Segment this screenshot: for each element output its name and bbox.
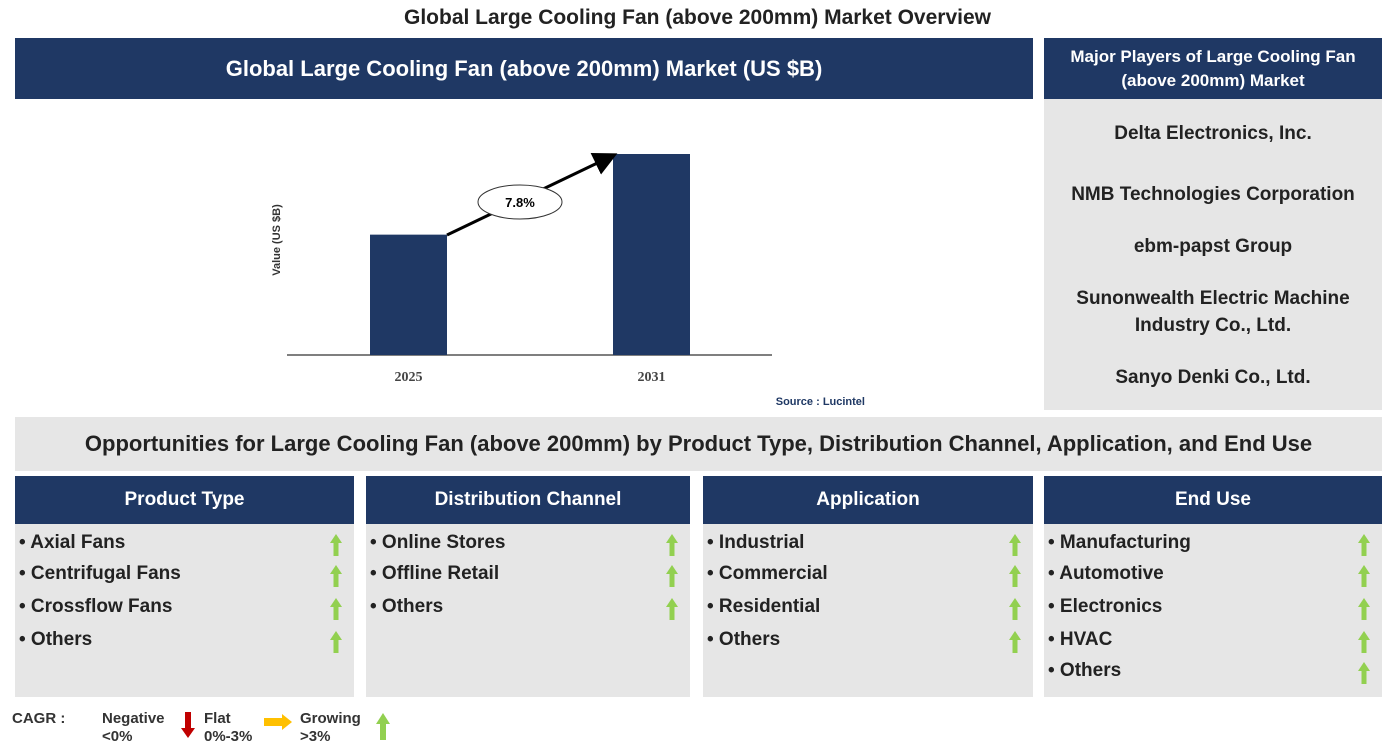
legend-flat: Flat xyxy=(204,710,231,727)
arrow-up-icon xyxy=(376,713,390,740)
segment-item: • Others xyxy=(707,629,1033,659)
segment-item-label: • HVAC xyxy=(1048,629,1113,650)
segment-item: • Online Stores xyxy=(370,532,690,562)
player: Delta Electronics, Inc. xyxy=(1114,123,1312,144)
arrow-up-icon xyxy=(1009,534,1021,556)
arrow-up-icon xyxy=(1358,662,1370,684)
chart-header: Global Large Cooling Fan (above 200mm) M… xyxy=(15,38,1033,99)
legend-negative: Negative xyxy=(102,710,165,727)
segment-item: • Crossflow Fans xyxy=(19,596,354,626)
segment-item: • Commercial xyxy=(707,563,1033,593)
arrow-up-icon xyxy=(1009,565,1021,587)
players-header: Major Players of Large Cooling Fan (abov… xyxy=(1044,38,1382,99)
player: Sunonwealth Electric Machine Industry Co… xyxy=(1076,288,1350,336)
segment-item-label: • Others xyxy=(370,596,444,617)
segment-item-label: • Others xyxy=(1048,660,1122,681)
arrow-up-icon xyxy=(330,598,342,620)
segment-item: • Industrial xyxy=(707,532,1033,562)
segment-header: Distribution Channel xyxy=(366,476,690,524)
segment-item: • Manufacturing xyxy=(1048,532,1382,562)
segment-item: • Automotive xyxy=(1048,563,1382,593)
segment-item-label: • Others xyxy=(707,629,781,650)
legend-cagr-label: CAGR : xyxy=(12,710,66,727)
segment-header: End Use xyxy=(1044,476,1382,524)
segment-item-label: • Online Stores xyxy=(370,532,506,553)
segment-item: • Others xyxy=(19,629,354,659)
segment-item-label: • Commercial xyxy=(707,563,828,584)
bar-chart: Value (US $B) 2025 2031 7.8% Source : Luc… xyxy=(271,152,865,408)
segment-item-label: • Others xyxy=(19,629,93,650)
segment-header: Application xyxy=(703,476,1033,524)
arrow-up-icon xyxy=(666,565,678,587)
cagr-ellipse xyxy=(477,184,563,220)
arrow-up-icon xyxy=(330,631,342,653)
bar-2025 xyxy=(370,234,447,355)
segment-item-label: • Crossflow Fans xyxy=(19,596,173,617)
legend-flat-range: 0%-3% xyxy=(204,728,253,745)
segment-item: • Electronics xyxy=(1048,596,1382,626)
source-label: Source : Lucintel xyxy=(776,396,865,408)
arrow-up-icon xyxy=(666,534,678,556)
legend-negative-range: <0% xyxy=(102,728,133,745)
x-tick-label: 2031 xyxy=(638,370,666,385)
segment-item: • Axial Fans xyxy=(19,532,354,562)
segment-item-label: • Electronics xyxy=(1048,596,1163,617)
arrow-up-icon xyxy=(330,534,342,556)
arrow-down-icon xyxy=(181,712,195,738)
segment-list: • Manufacturing • Automotive • Electronics… xyxy=(1044,524,1382,697)
segment-item: • Offline Retail xyxy=(370,563,690,593)
arrow-up-icon xyxy=(1358,598,1370,620)
segment-list: • Axial Fans • Centrifugal Fans • Crossflo… xyxy=(15,524,354,697)
player: Sanyo Denki Co., Ltd. xyxy=(1115,367,1311,388)
segment-header: Product Type xyxy=(15,476,354,524)
segment-list: • Online Stores • Offline Retail • Others xyxy=(366,524,690,697)
segment-item-label: • Industrial xyxy=(707,532,805,553)
cagr-label: 7.8% xyxy=(505,195,535,210)
player: ebm-papst Group xyxy=(1133,236,1293,257)
players-list: Delta Electronics, Inc. NMB Technologies… xyxy=(1044,99,1382,410)
segment-item-label: • Centrifugal Fans xyxy=(19,563,181,584)
segment-item: • Centrifugal Fans xyxy=(19,563,354,593)
arrow-up-icon xyxy=(1358,631,1370,653)
arrow-right-icon xyxy=(264,714,292,730)
arrow-up-icon xyxy=(330,565,342,587)
segment-item: • Residential xyxy=(707,596,1033,626)
segment-item: • HVAC xyxy=(1048,629,1382,659)
page-title: Global Large Cooling Fan (above 200mm) M… xyxy=(404,6,991,29)
segment-item: • Others xyxy=(1048,660,1382,690)
y-axis-label: Value (US $B) xyxy=(271,204,283,276)
arrow-up-icon xyxy=(1009,598,1021,620)
segment-item-label: • Residential xyxy=(707,596,821,617)
x-tick-label: 2025 xyxy=(395,370,423,385)
player: NMB Technologies Corporation xyxy=(1071,184,1355,205)
arrow-up-icon xyxy=(1009,631,1021,653)
arrow-up-icon xyxy=(666,598,678,620)
bar-2031 xyxy=(613,154,690,355)
segment-list: • Industrial • Commercial • Residential • O… xyxy=(703,524,1033,697)
legend-growing: Growing xyxy=(300,710,361,727)
arrow-up-icon xyxy=(1358,534,1370,556)
segment-item-label: • Automotive xyxy=(1048,563,1164,584)
segment-item-label: • Axial Fans xyxy=(19,532,126,553)
opportunities-title: Opportunities for Large Cooling Fan (abo… xyxy=(15,417,1382,471)
segment-item: • Others xyxy=(370,596,690,626)
segment-item-label: • Manufacturing xyxy=(1048,532,1191,553)
segment-item-label: • Offline Retail xyxy=(370,563,500,584)
legend-growing-range: >3% xyxy=(300,728,331,745)
arrow-up-icon xyxy=(1358,565,1370,587)
